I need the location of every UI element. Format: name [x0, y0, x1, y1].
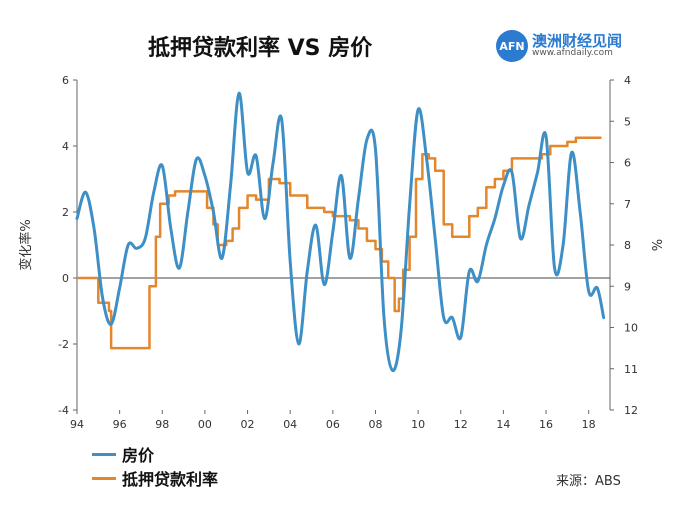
- chart-title: 抵押贷款利率 VS 房价: [148, 36, 373, 61]
- chart-axes: 6 4 2 0 -2 -4 4 5 6 7 8 9 10 11 12 94 96 98 00 02 04 06 08 10 12…: [58, 74, 638, 431]
- right-tick-label: 7: [624, 198, 631, 211]
- legend: 房价 抵押贷款利率: [92, 442, 218, 490]
- x-tick-label: 18: [582, 418, 596, 431]
- right-tick-label: 9: [624, 280, 631, 293]
- brand-name: 澳洲财经见闻: [532, 31, 623, 50]
- left-tick-label: -4: [58, 404, 69, 417]
- right-tick-label: 6: [624, 157, 631, 170]
- left-tick-label: 4: [62, 140, 69, 153]
- x-tick-label: 98: [155, 418, 169, 431]
- right-tick-label: 5: [624, 115, 631, 128]
- x-tick-label: 02: [241, 418, 255, 431]
- x-tick-label: 10: [411, 418, 425, 431]
- x-tick-label: 16: [539, 418, 553, 431]
- left-tick-label: 0: [62, 272, 69, 285]
- right-tick-label: 12: [624, 404, 638, 417]
- left-tick-label: 2: [62, 206, 69, 219]
- x-tick-label: 00: [198, 418, 212, 431]
- chart-series: [75, 91, 606, 372]
- legend-item-house: 房价: [92, 442, 218, 466]
- right-tick-label: 4: [624, 74, 631, 87]
- x-tick-label: 14: [496, 418, 510, 431]
- legend-label-house: 房价: [122, 446, 155, 465]
- brand-text: 澳洲财经见闻 www.afndaily.com: [532, 33, 622, 59]
- right-tick-label: 8: [624, 239, 631, 252]
- legend-swatch-house: [92, 452, 116, 456]
- x-tick-label: 06: [326, 418, 340, 431]
- x-tick-label: 04: [283, 418, 297, 431]
- x-tick-label: 96: [113, 418, 127, 431]
- brand-url: www.afndaily.com: [532, 48, 613, 59]
- legend-swatch-rate: [92, 476, 116, 480]
- left-tick-label: -2: [58, 338, 69, 351]
- series-line-house: [75, 91, 606, 372]
- x-tick-label: 12: [454, 418, 468, 431]
- afn-logo-icon: AFN: [496, 30, 528, 62]
- x-tick-label: 94: [70, 418, 84, 431]
- x-tick-label: 08: [368, 418, 382, 431]
- legend-label-rate: 抵押贷款利率: [122, 470, 219, 489]
- right-tick-label: 10: [624, 322, 638, 335]
- left-axis-label: 变化率%: [18, 219, 34, 270]
- left-tick-label: 6: [62, 74, 69, 87]
- series-line-rate: [77, 136, 602, 350]
- right-tick-label: 11: [624, 363, 638, 376]
- source-note: 来源：ABS: [556, 474, 621, 489]
- legend-item-rate: 抵押贷款利率: [92, 466, 218, 490]
- brand-logo: AFN 澳洲财经见闻 www.afndaily.com: [496, 30, 622, 62]
- right-axis-label: %: [648, 239, 663, 251]
